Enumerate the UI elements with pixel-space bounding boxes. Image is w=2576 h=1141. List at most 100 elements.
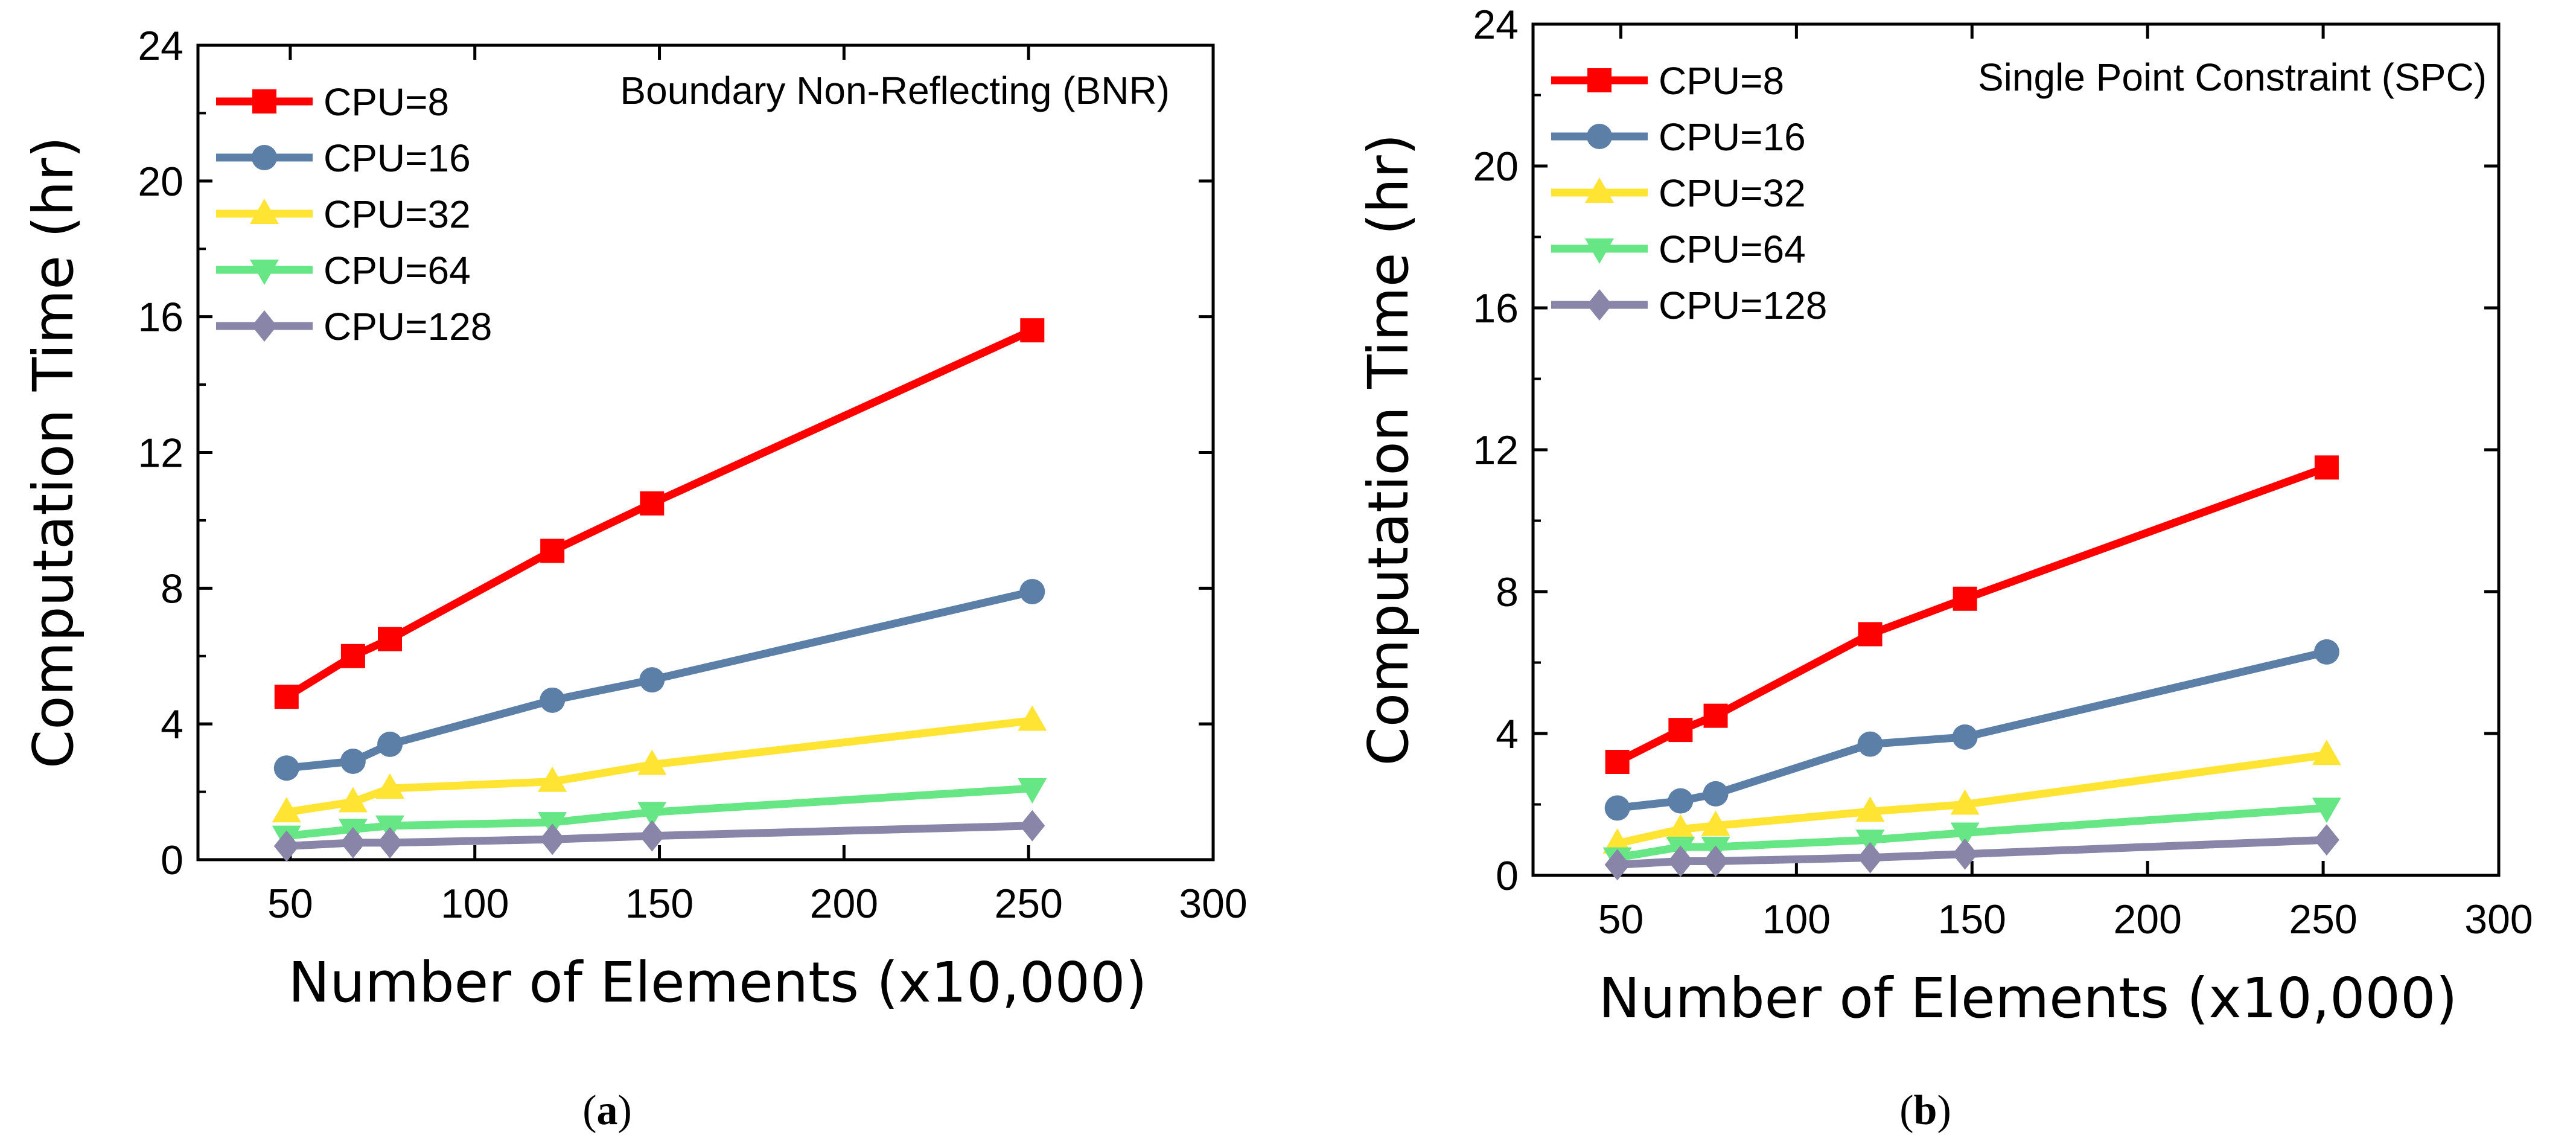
- series-cpu-8: [1605, 455, 2339, 774]
- data-point: [273, 755, 299, 781]
- caption-letter: a: [597, 1087, 618, 1134]
- data-point: [377, 826, 403, 858]
- legend-label: CPU=128: [324, 305, 492, 348]
- y-tick-label: 8: [161, 566, 183, 612]
- legend-label: CPU=64: [324, 249, 471, 292]
- data-point: [2313, 639, 2339, 665]
- legend-marker: [252, 89, 276, 113]
- y-tick-label: 24: [1473, 2, 1519, 48]
- caption-letter: b: [1914, 1087, 1937, 1134]
- x-tick-label: 300: [2464, 897, 2533, 942]
- series-line: [1616, 750, 2327, 848]
- series-cpu-16: [273, 578, 1045, 781]
- series-cpu-32: [1602, 740, 2341, 854]
- data-point: [1019, 810, 1045, 842]
- y-tick-label: 12: [1473, 427, 1519, 473]
- data-point: [1605, 750, 1630, 774]
- y-tick-label: 20: [138, 159, 183, 205]
- data-point: [1668, 718, 1693, 743]
- data-point: [377, 731, 403, 757]
- data-point: [1020, 318, 1045, 343]
- y-tick-label: 4: [161, 702, 183, 747]
- legend-entry: CPU=8: [216, 80, 449, 124]
- data-point: [538, 766, 567, 792]
- legend-label: CPU=8: [1659, 59, 1784, 103]
- data-point: [2312, 740, 2341, 765]
- legend-entry: CPU=8: [1551, 59, 1784, 103]
- data-point: [1018, 778, 1047, 804]
- data-point: [1668, 845, 1694, 877]
- y-tick-label: 20: [1473, 144, 1519, 190]
- series-line: [286, 784, 1033, 840]
- legend-label: CPU=32: [1659, 171, 1806, 215]
- data-point: [540, 687, 566, 713]
- x-tick-label: 100: [1762, 897, 1831, 942]
- series-cpu-64: [1602, 797, 2341, 873]
- data-point: [639, 667, 665, 693]
- legend-marker: [1585, 238, 1614, 264]
- legend-marker: [1587, 289, 1612, 321]
- x-tick-label: 250: [994, 881, 1062, 927]
- data-point: [340, 748, 366, 774]
- data-point: [273, 830, 299, 862]
- legend-marker: [252, 145, 277, 170]
- data-point: [540, 539, 565, 563]
- data-point: [1668, 788, 1694, 814]
- data-point: [1703, 845, 1729, 877]
- legend-label: CPU=16: [324, 136, 471, 180]
- data-point: [1855, 796, 1885, 822]
- legend-marker: [250, 199, 279, 224]
- panel-annotation: Boundary Non-Reflecting (BNR): [620, 69, 1170, 112]
- data-point: [2312, 797, 2341, 823]
- legend-entry: CPU=16: [216, 136, 471, 180]
- y-tick-label: 16: [1473, 286, 1519, 331]
- data-point: [1953, 586, 1977, 611]
- legend-label: CPU=16: [1659, 115, 1806, 159]
- data-point: [1952, 838, 1978, 870]
- data-point: [1701, 810, 1730, 836]
- legend-entry: CPU=32: [1551, 171, 1806, 215]
- panel-annotation: Single Point Constraint (SPC): [1978, 56, 2487, 99]
- legend-marker: [1587, 124, 1612, 149]
- caption-open: (: [1899, 1087, 1913, 1134]
- data-point: [2313, 824, 2339, 856]
- legend-label: CPU=64: [1659, 228, 1806, 271]
- legend-marker: [1585, 177, 1614, 203]
- data-point: [640, 491, 665, 516]
- y-tick-label: 24: [138, 23, 183, 69]
- data-point: [378, 627, 403, 651]
- x-axis-title: Number of Elements (x10,000): [289, 950, 1147, 1015]
- data-point: [1703, 781, 1729, 807]
- y-axis-title: Computation Time (hr): [21, 136, 86, 769]
- series-line: [285, 717, 1033, 816]
- caption-close: ): [618, 1087, 632, 1134]
- data-point: [340, 826, 366, 858]
- y-axis-title: Computation Time (hr): [1356, 133, 1421, 765]
- legend-entry: CPU=64: [1551, 228, 1806, 271]
- series-cpu-128: [273, 810, 1045, 862]
- series-cpu-16: [1604, 639, 2339, 821]
- x-tick-label: 200: [2113, 897, 2181, 942]
- x-tick-label: 300: [1179, 881, 1247, 927]
- data-point: [1857, 842, 1883, 874]
- panel-caption: (a): [582, 1087, 632, 1134]
- data-point: [274, 685, 299, 709]
- series-cpu-32: [272, 705, 1047, 823]
- data-point: [1019, 578, 1045, 604]
- data-point: [540, 823, 566, 855]
- data-point: [639, 820, 665, 852]
- legend-entry: CPU=16: [1551, 115, 1806, 159]
- legend-marker: [250, 260, 279, 285]
- data-point: [338, 787, 368, 813]
- chart-panel-a: 50 100 150 200 250 300 0 4 8 12 16 20 24 Number of El…: [21, 23, 1248, 1134]
- y-tick-label: 0: [161, 837, 183, 883]
- data-point: [340, 644, 365, 668]
- y-tick-label: 0: [1496, 853, 1519, 899]
- x-tick-label: 100: [441, 881, 509, 927]
- data-point: [1952, 724, 1978, 750]
- legend-entry: CPU=128: [1551, 284, 1827, 327]
- legend: CPU=8 CPU=16 CPU=32 CPU=64 CPU=128: [1551, 59, 1827, 327]
- data-point: [1604, 849, 1630, 881]
